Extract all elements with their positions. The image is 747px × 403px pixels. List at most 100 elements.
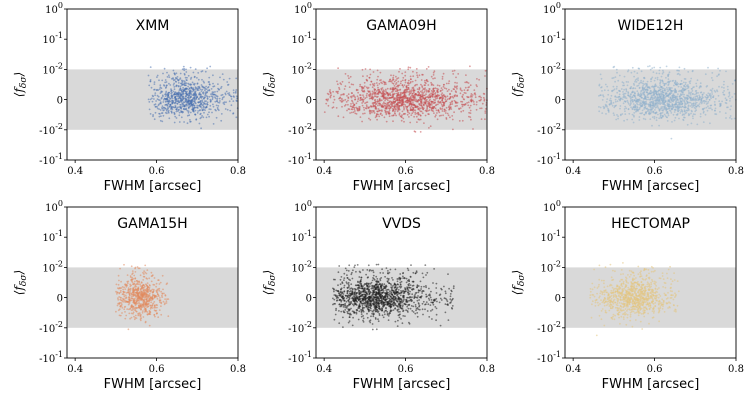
data-point <box>201 99 204 101</box>
data-point <box>398 112 401 115</box>
data-point <box>132 312 134 315</box>
data-point <box>679 112 682 114</box>
data-point <box>434 101 436 104</box>
data-point <box>470 93 473 95</box>
data-point <box>425 293 427 296</box>
data-point <box>134 307 136 310</box>
data-point <box>425 90 428 93</box>
data-point <box>342 99 345 102</box>
data-point <box>359 97 362 100</box>
data-point <box>174 97 177 100</box>
data-point <box>398 107 401 110</box>
data-point <box>162 72 164 75</box>
data-point <box>648 65 651 67</box>
data-point <box>624 97 626 99</box>
data-point <box>394 268 397 271</box>
data-point <box>343 105 346 107</box>
data-point <box>359 116 362 118</box>
data-point <box>339 96 342 99</box>
data-point <box>151 297 154 300</box>
data-point <box>467 82 470 84</box>
data-point <box>161 120 164 123</box>
data-point <box>652 102 655 105</box>
data-point <box>610 94 613 97</box>
data-point <box>344 302 346 305</box>
data-point <box>119 289 122 292</box>
data-point <box>628 112 631 115</box>
data-point <box>118 279 120 282</box>
data-point <box>632 106 635 109</box>
data-point <box>149 66 152 68</box>
data-point <box>422 73 424 76</box>
data-point <box>695 98 698 101</box>
data-point <box>481 102 484 105</box>
data-point <box>666 111 669 114</box>
data-point <box>699 115 702 118</box>
data-point <box>701 93 704 96</box>
data-point <box>345 101 348 103</box>
data-point <box>705 85 708 88</box>
data-point <box>363 81 366 84</box>
data-point <box>730 105 732 107</box>
data-point <box>230 104 233 107</box>
data-point <box>400 318 402 320</box>
data-point <box>472 128 474 130</box>
data-point <box>400 115 403 118</box>
data-point <box>601 112 604 114</box>
data-point <box>377 75 379 78</box>
y-tick-label: -10-2 <box>537 122 561 137</box>
data-point <box>417 118 420 121</box>
data-point <box>670 137 673 140</box>
data-point <box>707 92 710 95</box>
data-point <box>338 86 340 89</box>
data-point <box>186 114 189 117</box>
data-point <box>634 104 637 107</box>
data-point <box>402 103 404 105</box>
data-point <box>640 90 642 92</box>
data-point <box>475 103 478 106</box>
data-point <box>421 102 423 105</box>
data-point <box>416 299 419 302</box>
data-point <box>484 110 487 113</box>
data-point <box>118 292 121 295</box>
data-point <box>392 95 394 97</box>
data-point <box>428 109 431 112</box>
data-point <box>723 87 725 89</box>
data-point <box>483 98 486 101</box>
data-point <box>143 301 146 303</box>
data-point <box>352 102 354 105</box>
data-point <box>719 69 721 72</box>
data-point <box>468 106 471 109</box>
data-point <box>187 88 190 91</box>
data-point <box>685 111 688 114</box>
data-point <box>418 87 421 90</box>
y-tick-label: -10-1 <box>537 152 561 167</box>
data-point <box>158 283 161 285</box>
data-point <box>157 279 160 281</box>
data-point <box>678 96 681 98</box>
data-point <box>390 286 392 289</box>
data-point <box>190 100 193 102</box>
data-point <box>378 115 381 118</box>
data-point <box>406 113 409 116</box>
data-point <box>136 306 139 309</box>
data-point <box>430 290 432 293</box>
data-point <box>329 89 331 91</box>
data-point <box>146 269 149 271</box>
data-point <box>192 83 195 85</box>
data-point <box>136 289 139 292</box>
data-point <box>622 91 624 93</box>
data-point <box>183 67 186 70</box>
data-point <box>117 298 120 301</box>
data-point <box>388 80 390 83</box>
data-point <box>690 77 693 80</box>
data-point <box>208 83 211 86</box>
data-point <box>376 113 378 115</box>
data-point <box>170 94 173 97</box>
data-point <box>710 104 713 107</box>
data-point <box>424 99 427 102</box>
data-point <box>192 90 195 92</box>
data-point <box>410 90 413 93</box>
data-point <box>125 296 127 298</box>
